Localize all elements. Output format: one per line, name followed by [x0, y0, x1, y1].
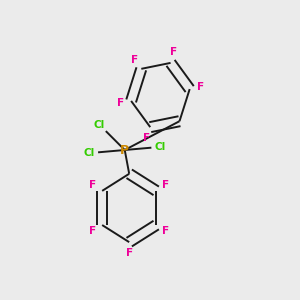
Text: F: F: [170, 47, 178, 57]
Text: P: P: [120, 143, 129, 157]
Text: F: F: [89, 180, 96, 190]
Text: F: F: [116, 98, 124, 108]
Text: F: F: [162, 180, 169, 190]
Text: Cl: Cl: [94, 120, 105, 130]
Text: F: F: [197, 82, 204, 92]
Text: F: F: [89, 226, 96, 236]
Text: F: F: [126, 248, 133, 258]
Text: Cl: Cl: [154, 142, 166, 152]
Text: F: F: [131, 55, 138, 65]
Text: Cl: Cl: [84, 148, 95, 158]
Text: F: F: [162, 226, 169, 236]
Text: F: F: [143, 133, 150, 143]
